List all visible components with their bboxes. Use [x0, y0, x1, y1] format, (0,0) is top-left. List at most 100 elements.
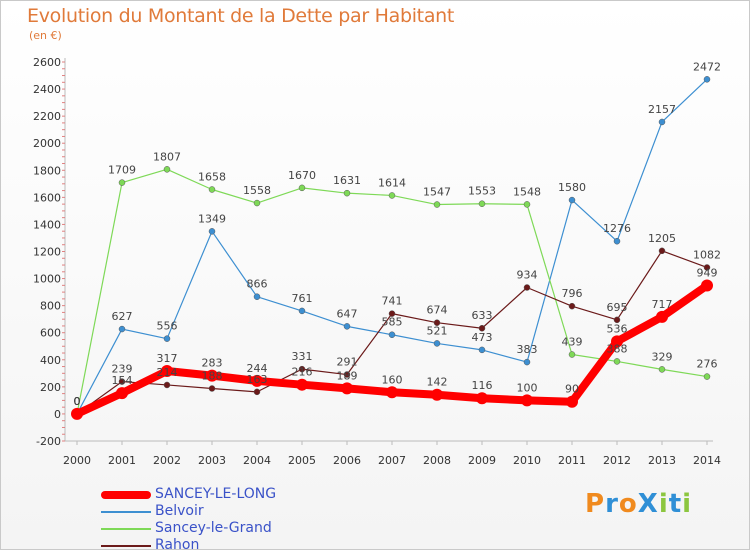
data-label-sancey-le-long: 949: [697, 266, 718, 279]
data-label-rahon: 291: [337, 356, 358, 369]
data-point-sancey-le-grand: [208, 186, 216, 193]
logo-letter: i: [658, 489, 669, 519]
x-axis-ticks: 2000 2001 2002 2003 2004 2005 2006 2007 2008 2009…: [63, 441, 721, 467]
legend-label-sancey-le-long: SANCEY-LE-LONG: [155, 486, 277, 502]
legend-label-sancey-le-grand: Sancey-le-Grand: [155, 520, 272, 536]
y-tick-label: 200: [40, 381, 61, 394]
data-point-sancey-le-grand: [703, 373, 711, 380]
y-tick-label: 1400: [33, 218, 61, 231]
data-label-rahon: 239: [112, 363, 133, 376]
data-label-belvoir: 2472: [693, 60, 721, 73]
data-point-belvoir: [208, 228, 216, 235]
data-point-belvoir: [613, 237, 621, 245]
x-tick-label: 2004: [243, 454, 271, 467]
data-label-sancey-le-grand: 1547: [423, 186, 451, 199]
y-tick-label: 400: [40, 354, 61, 367]
y-tick-label: -200: [36, 435, 61, 448]
data-label-sancey-le-grand: 276: [697, 358, 718, 371]
y-tick-label: 1000: [33, 273, 61, 286]
data-label-rahon: 1205: [648, 232, 676, 245]
data-label-sancey-le-long: 90: [565, 383, 579, 396]
data-point-sancey-le-long: [386, 386, 398, 399]
data-point-rahon: [118, 378, 126, 385]
data-labels: 0 627 556 1349 866 761 647 585 521 473 383 1580 1276…: [74, 60, 722, 408]
x-tick-label: 2006: [333, 454, 361, 467]
data-point-sancey-le-long: [701, 279, 713, 292]
data-point-sancey-le-long: [206, 369, 218, 382]
data-point-sancey-le-grand: [658, 366, 666, 373]
data-label-rahon: 674: [427, 304, 448, 317]
y-tick-label: 600: [40, 327, 61, 340]
data-label-sancey-le-long: 283: [202, 357, 223, 370]
data-label-rahon: 0: [74, 395, 81, 408]
data-label-sancey-le-long: 100: [517, 381, 538, 394]
data-label-sancey-le-long: 216: [292, 366, 313, 379]
x-tick-label: 2013: [648, 454, 676, 467]
logo-letter: o: [618, 489, 638, 519]
data-label-sancey-le-long: 536: [607, 322, 628, 335]
data-point-belvoir: [568, 196, 576, 204]
data-point-sancey-le-long: [476, 392, 488, 405]
data-point-sancey-le-long: [251, 374, 263, 387]
data-point-rahon: [568, 302, 576, 310]
data-label-rahon: 695: [607, 301, 628, 314]
data-label-rahon: 934: [517, 269, 538, 282]
proxiti-logo: ProXiti: [585, 489, 692, 519]
data-label-rahon: 214: [157, 366, 178, 379]
chart-title: Evolution du Montant de la Dette par Hab…: [27, 5, 455, 27]
legend-swatch-rahon: [101, 545, 151, 547]
legend-label-rahon: Rahon: [155, 537, 200, 553]
data-label-rahon: 741: [382, 295, 403, 308]
data-label-sancey-le-grand: 1709: [108, 164, 136, 177]
data-point-rahon: [253, 388, 261, 396]
y-tick-label: 1800: [33, 164, 61, 177]
x-tick-label: 2012: [603, 454, 631, 467]
data-label-sancey-le-grand: 1614: [378, 176, 406, 189]
data-label-sancey-le-long: 142: [427, 376, 448, 389]
data-point-sancey-le-long: [341, 382, 353, 395]
data-point-belvoir: [703, 76, 711, 83]
data-label-belvoir: 647: [337, 307, 358, 320]
data-point-belvoir: [343, 323, 351, 330]
data-point-rahon: [658, 247, 666, 255]
data-label-sancey-le-long: 244: [247, 362, 268, 375]
data-point-belvoir: [118, 325, 126, 333]
legend-swatch-belvoir: [101, 511, 151, 513]
data-point-belvoir: [253, 293, 261, 300]
series-group: [71, 76, 713, 420]
data-point-rahon: [298, 365, 306, 373]
data-label-belvoir: 1580: [558, 181, 586, 194]
data-point-rahon: [478, 324, 486, 332]
data-label-rahon: 331: [292, 350, 313, 363]
data-label-sancey-le-grand: 388: [607, 342, 628, 355]
y-axis-ticks: -200 0 200 400 600 800 1000 1200 1400 1600 1800 200…: [33, 56, 61, 448]
legend-swatch-sancey-le-long: [101, 491, 151, 499]
data-label-sancey-le-grand: 1558: [243, 184, 271, 197]
data-label-belvoir: 627: [112, 310, 133, 323]
data-point-belvoir: [298, 307, 306, 315]
x-tick-label: 2010: [513, 454, 541, 467]
chart-subtitle: (en €): [29, 29, 62, 42]
data-label-sancey-le-grand: 1553: [468, 185, 496, 198]
legend-label-belvoir: Belvoir: [155, 503, 204, 519]
data-label-belvoir: 1349: [198, 212, 226, 225]
data-label-rahon: 163: [247, 373, 268, 386]
data-point-sancey-le-grand: [298, 184, 306, 192]
data-label-belvoir: 866: [247, 278, 268, 291]
data-point-sancey-le-long: [116, 387, 128, 400]
y-tick-label: 2000: [33, 137, 61, 150]
data-label-belvoir: 2157: [648, 103, 676, 116]
data-label-belvoir: 0: [74, 395, 81, 408]
axes: [62, 58, 713, 442]
x-tick-label: 2005: [288, 454, 316, 467]
data-point-rahon: [163, 381, 171, 389]
data-label-sancey-le-grand: 1807: [153, 150, 181, 163]
data-point-rahon: [343, 371, 351, 378]
y-tick-label: 2200: [33, 110, 61, 123]
data-point-belvoir: [658, 118, 666, 126]
data-label-sancey-le-long: 160: [382, 373, 403, 386]
data-point-sancey-le-grand: [388, 192, 396, 199]
x-tick-label: 2003: [198, 454, 226, 467]
data-point-rahon: [613, 316, 621, 324]
